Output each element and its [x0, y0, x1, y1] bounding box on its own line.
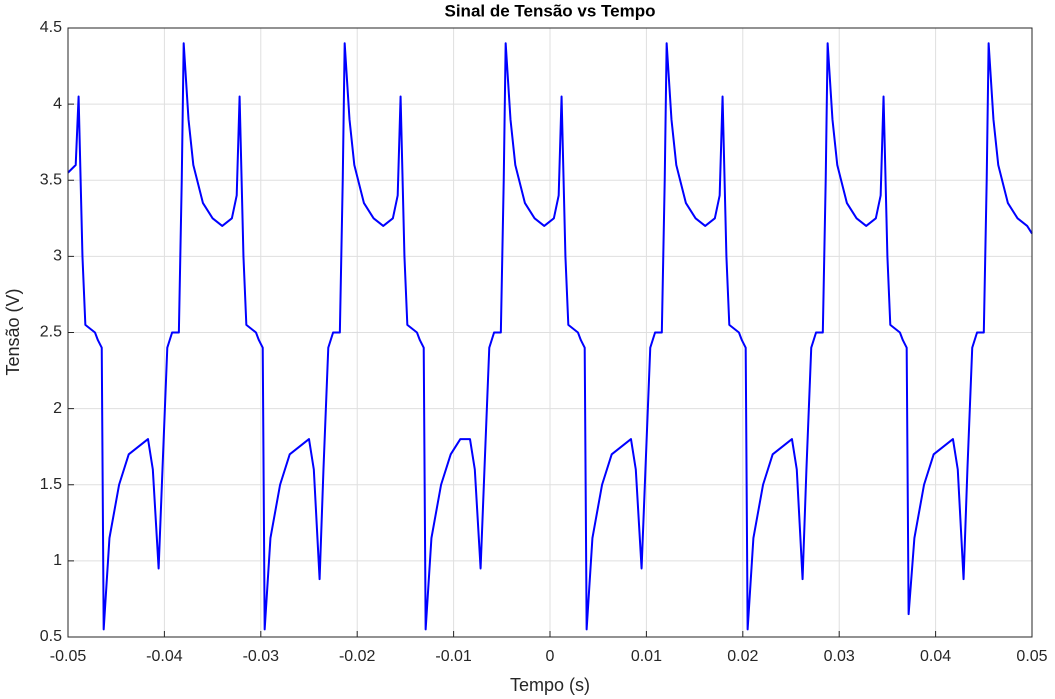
x-tick-label: 0.05 [1016, 648, 1047, 665]
x-tick-label: 0 [546, 648, 555, 665]
y-tick-label: 1 [53, 552, 62, 569]
axes-box [67, 27, 1033, 638]
y-tick-label: 3 [53, 248, 62, 265]
x-tick-label: 0.01 [631, 648, 662, 665]
x-axis-label: Tempo (s) [510, 675, 590, 695]
data-line [67, 42, 1033, 631]
chart-title: Sinal de Tensão vs Tempo [445, 1, 656, 20]
x-tick-label: -0.01 [435, 648, 472, 665]
y-tick-label: 3.5 [40, 171, 62, 188]
y-axis-label: Tensão (V) [3, 288, 23, 375]
x-tick-label: -0.05 [50, 648, 87, 665]
x-tick-label: 0.03 [824, 648, 855, 665]
y-tick-label: 0.5 [40, 628, 62, 645]
x-tick-label: 0.04 [920, 648, 951, 665]
y-tick-label: 4.5 [40, 19, 62, 36]
y-tick-label: 4 [53, 95, 62, 112]
x-tick-label: -0.02 [339, 648, 376, 665]
x-tick-label: -0.03 [243, 648, 280, 665]
y-tick-label: 2 [53, 400, 62, 417]
x-tick-label: -0.04 [146, 648, 183, 665]
x-tick-label: 0.02 [727, 648, 758, 665]
y-tick-label: 2.5 [40, 324, 62, 341]
y-tick-label: 1.5 [40, 476, 62, 493]
